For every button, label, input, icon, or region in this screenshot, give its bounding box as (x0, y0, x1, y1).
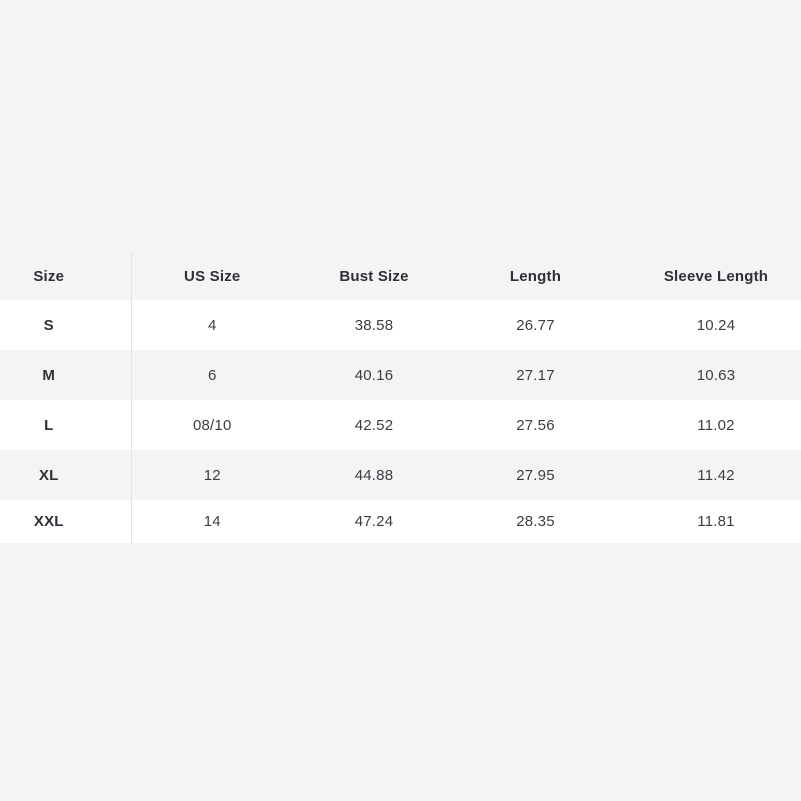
column-header-length: Length (509, 268, 562, 285)
table-row-s: S 4 38.58 26.77 10.24 (0, 300, 801, 350)
size-chart-table: Size US Size Bust Size Length Sleeve Len… (0, 253, 801, 543)
size-label: XXL (0, 500, 132, 543)
table-row-xxl: XXL 14 47.24 28.35 11.81 (0, 500, 801, 543)
us-size-value: 4 (207, 316, 217, 334)
size-label: XL (0, 450, 132, 500)
bust-size-value: 47.24 (354, 513, 394, 530)
length-value: 27.95 (516, 466, 555, 484)
us-size-value: 08/10 (192, 416, 232, 434)
length-value: 27.17 (516, 366, 555, 384)
bust-size-value: 44.88 (354, 466, 394, 484)
us-size-value: 12 (203, 466, 221, 484)
length-value: 28.35 (516, 513, 555, 530)
sleeve-length-value: 11.02 (697, 416, 735, 434)
column-header-sleeve-length: Sleeve Length (663, 268, 769, 285)
length-value: 26.77 (516, 316, 555, 334)
sleeve-length-value: 11.81 (697, 513, 735, 530)
bust-size-value: 38.58 (354, 316, 394, 334)
bust-size-value: 42.52 (354, 416, 394, 434)
table-row-m: M 6 40.16 27.17 10.63 (0, 350, 801, 400)
size-label: M (0, 350, 132, 400)
column-header-size: Size (0, 253, 132, 300)
column-header-bust-size: Bust Size (339, 268, 409, 285)
us-size-value: 6 (207, 366, 217, 384)
header-row: Size US Size Bust Size Length Sleeve Len… (0, 253, 801, 300)
us-size-value: 14 (203, 513, 221, 530)
size-chart-container: Size US Size Bust Size Length Sleeve Len… (0, 253, 801, 543)
sleeve-length-value: 11.42 (697, 466, 735, 484)
size-label: S (0, 300, 132, 350)
table-row-xl: XL 12 44.88 27.95 11.42 (0, 450, 801, 500)
size-label: L (0, 400, 132, 450)
table-row-l: L 08/10 42.52 27.56 11.02 (0, 400, 801, 450)
sleeve-length-value: 10.63 (696, 366, 736, 384)
length-value: 27.56 (516, 416, 555, 434)
sleeve-length-value: 10.24 (696, 316, 736, 334)
column-header-us-size: US Size (184, 268, 241, 285)
bust-size-value: 40.16 (354, 366, 394, 384)
